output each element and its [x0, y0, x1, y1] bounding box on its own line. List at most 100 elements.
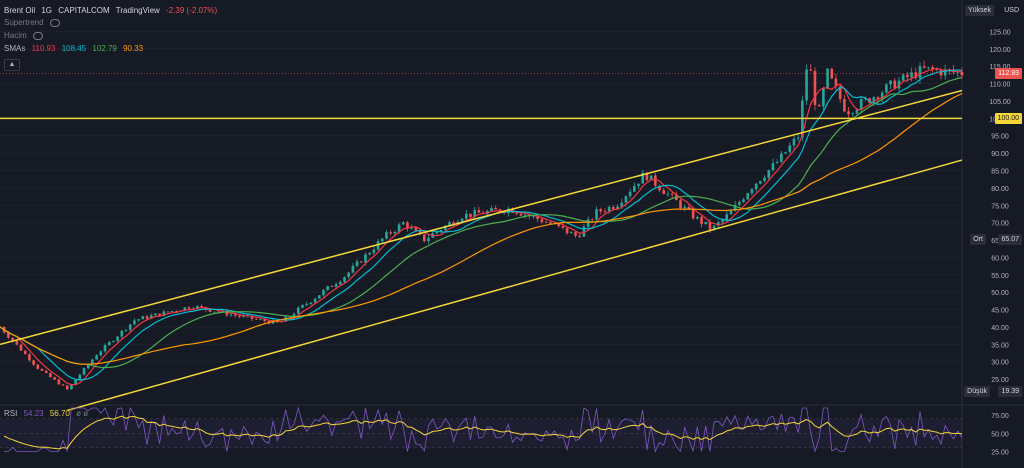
rsi-label: RSI	[4, 409, 18, 418]
volume-legend[interactable]: Hacim	[4, 31, 47, 40]
candle-body	[128, 324, 132, 330]
candle-body	[263, 319, 266, 322]
avg-value-tag: 65.07	[998, 234, 1022, 246]
candle-body	[61, 384, 65, 386]
candle-body	[225, 310, 229, 316]
rsi-legend[interactable]: RSI 54.23 56.70 ø ø	[4, 409, 92, 418]
candle-body	[427, 237, 430, 242]
interval-label[interactable]: 1G	[41, 6, 53, 15]
channel-lower-line	[67, 159, 963, 412]
eye-off-icon[interactable]	[32, 31, 43, 40]
y-tick-label: 60.00	[991, 255, 1009, 262]
candle-body	[885, 84, 888, 93]
candle-body	[679, 200, 682, 209]
change-label: -2.39 (-2.07%)	[166, 6, 218, 15]
y-tick-label: 70.00	[991, 221, 1009, 228]
sma-line-3	[0, 76, 963, 369]
rsi-ma-value: 56.70	[49, 409, 70, 418]
candle-body	[91, 359, 94, 365]
candle-body	[796, 137, 800, 139]
candle-body	[187, 307, 191, 309]
candle-body	[99, 351, 103, 356]
candle-body	[242, 315, 245, 317]
candle-body	[759, 181, 762, 184]
candle-body	[561, 226, 565, 228]
candle-body	[435, 231, 439, 234]
candle-body	[112, 341, 115, 343]
candle-body	[603, 211, 607, 213]
candle-body	[704, 221, 708, 224]
candle-body	[948, 69, 951, 70]
candle-body	[469, 213, 472, 217]
chevron-up-icon: ▲	[8, 61, 16, 68]
candle-body	[330, 286, 334, 287]
candle-body	[32, 360, 35, 365]
candle-body	[40, 368, 44, 371]
candle-body	[683, 206, 687, 209]
candle-body	[70, 384, 73, 390]
candle-body	[696, 216, 699, 219]
candle-body	[670, 193, 674, 195]
candle-body	[107, 342, 111, 346]
y-tick-label: 80.00	[991, 186, 1009, 193]
candle-body	[11, 337, 14, 341]
candle-body	[124, 329, 128, 331]
candle-body	[359, 261, 363, 263]
symbol-name: Brent Oil	[4, 6, 36, 15]
candle-body	[347, 272, 350, 278]
candle-body	[763, 177, 766, 182]
candle-body	[149, 315, 153, 319]
candle-body	[19, 344, 23, 351]
candle-body	[313, 298, 317, 303]
candle-body	[540, 219, 544, 223]
candle-body	[809, 69, 813, 71]
candle-body	[847, 111, 850, 115]
candle-body	[532, 216, 535, 217]
candle-body	[296, 307, 300, 314]
candle-body	[654, 175, 657, 186]
smas-legend[interactable]: SMAs 110.93 108.45 102.79 90.33	[4, 44, 147, 53]
candle-body	[473, 210, 476, 217]
candle-body	[943, 69, 947, 76]
sma-line-4	[0, 93, 963, 365]
y-tick-label: 85.00	[991, 168, 1009, 175]
candle-body	[586, 219, 590, 227]
candle-body	[733, 204, 737, 211]
rsi-extra: ø ø	[76, 409, 89, 418]
candle-body	[738, 202, 741, 205]
candle-body	[351, 266, 355, 273]
candle-body	[418, 230, 422, 235]
candle-body	[578, 235, 582, 237]
candle-body	[633, 185, 636, 192]
eye-off-icon[interactable]	[49, 18, 60, 27]
candle-body	[637, 183, 640, 186]
candle-body	[906, 74, 909, 78]
supertrend-label: Supertrend	[4, 18, 44, 27]
candle-body	[65, 385, 69, 390]
y-tick-label: 120.00	[989, 47, 1011, 54]
candle-body	[393, 231, 397, 234]
candle-body	[166, 311, 170, 313]
candle-body	[57, 379, 61, 385]
candle-body	[490, 207, 493, 212]
candle-body	[721, 219, 724, 223]
candle-body	[872, 97, 876, 103]
supertrend-legend[interactable]: Supertrend	[4, 18, 64, 27]
candle-body	[317, 295, 321, 299]
candle-body	[254, 318, 258, 320]
candle-body	[582, 226, 586, 237]
candle-body	[742, 199, 745, 203]
candle-body	[649, 175, 653, 181]
candle-body	[607, 206, 611, 212]
candle-body	[200, 306, 203, 308]
candle-body	[355, 261, 359, 267]
low-value-tag: 19.39	[998, 386, 1022, 397]
last-price-tag: 112.93	[995, 67, 1022, 79]
candle-body	[301, 304, 304, 308]
candle-body	[880, 92, 884, 100]
candle-body	[754, 183, 758, 190]
currency-label: USD	[1004, 7, 1019, 14]
collapse-legend-button[interactable]: ▲	[4, 59, 20, 71]
